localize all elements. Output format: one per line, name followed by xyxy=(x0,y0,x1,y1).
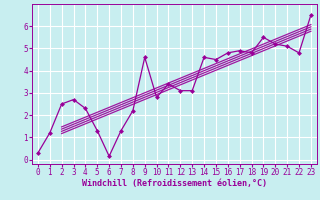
X-axis label: Windchill (Refroidissement éolien,°C): Windchill (Refroidissement éolien,°C) xyxy=(82,179,267,188)
